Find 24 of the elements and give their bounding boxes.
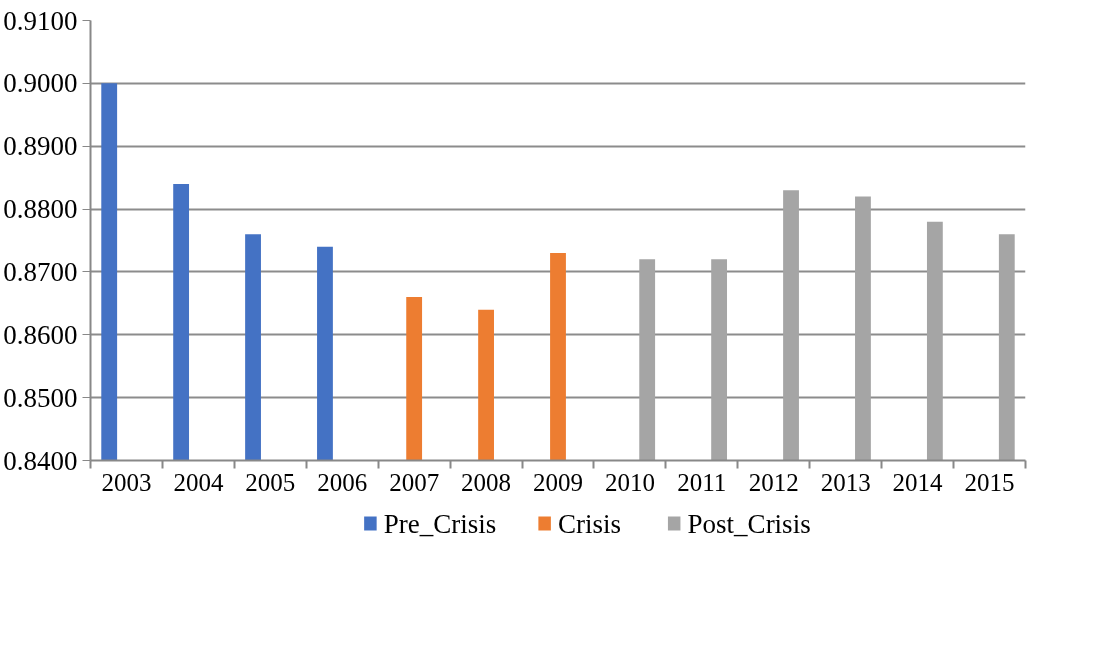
x-tick-label: 2013 xyxy=(820,468,871,496)
x-tick-label: 2006 xyxy=(317,468,368,496)
y-tick-label: 0.9100 xyxy=(3,5,78,36)
x-tick-label: 2008 xyxy=(461,468,512,496)
x-tick-label: 2007 xyxy=(389,468,440,496)
x-tick-label: 2003 xyxy=(101,468,152,496)
y-tick-label: 0.8800 xyxy=(3,194,78,225)
x-tick-label: 2012 xyxy=(748,468,799,496)
y-tick-label: 0.8400 xyxy=(3,445,78,476)
y-tick-label: 0.8500 xyxy=(3,382,78,413)
legend-label: Pre_Crisis xyxy=(383,508,497,539)
y-tick-label: 0.8600 xyxy=(3,319,78,350)
x-tick-label: 2005 xyxy=(245,468,296,496)
y-tick-label: 0.8900 xyxy=(3,131,78,162)
x-tick-label: 2004 xyxy=(173,468,224,496)
x-tick-label: 2011 xyxy=(677,468,727,496)
x-tick-label: 2010 xyxy=(604,468,655,496)
x-tick-label: 2009 xyxy=(533,468,583,496)
legend-label: Crisis xyxy=(558,508,622,539)
y-tick-label: 0.8700 xyxy=(3,256,78,287)
y-tick-label: 0.9000 xyxy=(3,68,78,99)
x-tick-label: 2014 xyxy=(892,468,944,496)
legend-label: Post_Crisis xyxy=(687,508,811,539)
x-tick-label: 2015 xyxy=(964,468,1015,496)
